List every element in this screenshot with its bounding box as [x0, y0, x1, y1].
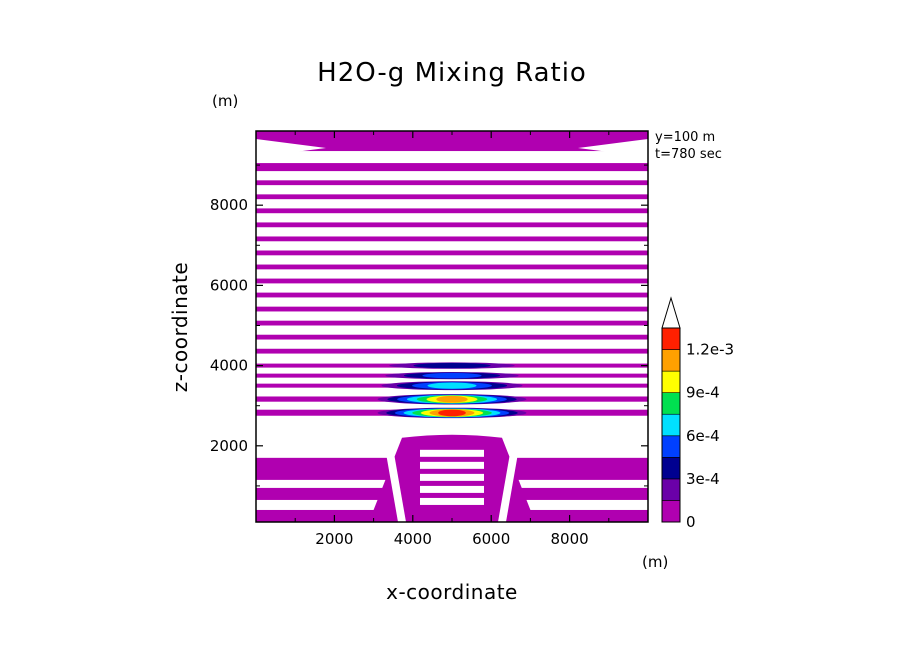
contour-blob	[427, 382, 477, 389]
contour-band	[256, 264, 648, 270]
colorbar-swatch	[661, 392, 681, 415]
colorbar-extend-arrow	[661, 296, 681, 329]
contour-gap	[420, 485, 484, 493]
contour-blob	[438, 409, 466, 417]
contour-band	[256, 180, 648, 186]
contour-band	[256, 320, 648, 326]
y-tick-label: 6000	[210, 276, 248, 294]
colorbar-swatch	[661, 435, 681, 458]
colorbar-swatch	[661, 478, 681, 501]
contour-band	[256, 194, 648, 200]
contour-gap	[256, 139, 326, 157]
colorbar-swatch	[661, 457, 681, 480]
x-tick-label: 6000	[472, 530, 510, 548]
contour-band	[256, 334, 648, 340]
contour-gap	[420, 449, 484, 457]
contour-gap	[384, 441, 406, 522]
contour-blob	[413, 362, 491, 369]
contour-gap	[498, 441, 520, 522]
colorbar-swatch	[661, 413, 681, 437]
y-position-annotation: y=100 m	[655, 130, 716, 145]
contour-gap	[420, 461, 484, 469]
x-tick-label: 2000	[315, 530, 353, 548]
contour-band	[256, 250, 648, 256]
x-axis-label: x-coordinate	[386, 580, 518, 604]
x-unit-label: (m)	[642, 553, 669, 571]
colorbar-swatch	[661, 500, 681, 523]
contour-band	[256, 509, 648, 522]
colorbar-swatch	[661, 327, 681, 350]
contour-band	[256, 278, 648, 284]
time-annotation: t=780 sec	[655, 147, 722, 162]
z-unit-label: (m)	[212, 92, 239, 110]
contour-blob	[436, 395, 468, 403]
chart-title: H2O-g Mixing Ratio	[317, 58, 587, 88]
colorbar-tick-label: 1.2e-3	[686, 341, 734, 359]
colorbar-tick-label: 6e-4	[686, 427, 720, 445]
colorbar-tick-label: 9e-4	[686, 384, 720, 402]
contour-band	[256, 236, 648, 242]
contour-blob	[422, 372, 482, 379]
axes: 2000 4000 6000 8000 2000 4000 6000 8000	[210, 131, 648, 548]
x-tick-label: 4000	[394, 530, 432, 548]
x-tick-label: 8000	[551, 530, 589, 548]
colorbar-tick-label: 0	[686, 513, 696, 531]
contour-band	[256, 208, 648, 214]
colorbar-frame	[661, 327, 681, 523]
contour-band	[256, 348, 648, 354]
contour-gap	[578, 139, 648, 157]
colorbar-tick-label: 3e-4	[686, 470, 720, 488]
contour-band	[256, 163, 648, 172]
colorbar-swatch	[661, 370, 681, 393]
contour-band	[256, 306, 648, 312]
y-tick-label: 2000	[210, 437, 248, 455]
contour-band	[256, 292, 648, 298]
y-tick-label: 8000	[210, 196, 248, 214]
contour-gap	[420, 497, 484, 505]
contour-band	[256, 131, 648, 152]
y-tick-label: 4000	[210, 357, 248, 375]
contour-band	[256, 222, 648, 228]
contour-fields	[256, 131, 648, 522]
contour-gap	[420, 473, 484, 481]
colorbar: 0 3e-4 6e-4 9e-4 1.2e-3	[661, 296, 734, 531]
colorbar-swatch	[661, 349, 681, 372]
